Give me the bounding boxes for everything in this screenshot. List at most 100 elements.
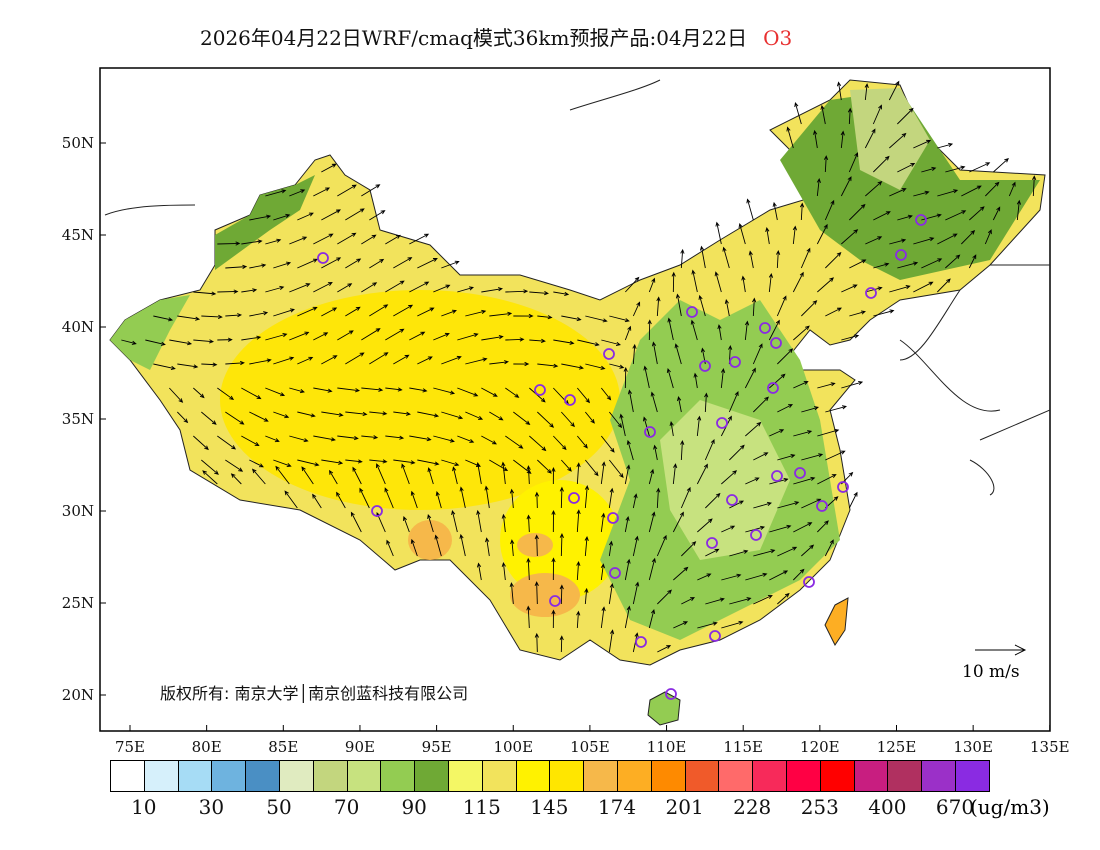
wind-arrow (600, 563, 606, 581)
wind-arrow (705, 548, 720, 557)
wind-arrow (921, 258, 943, 269)
wind-arrow (345, 459, 363, 464)
wind-arrow (393, 411, 411, 416)
lon-tick-label: 115E (723, 738, 763, 756)
wind-arrow (799, 202, 805, 221)
wind-arrow (753, 501, 772, 509)
station-marker (607, 512, 619, 524)
wind-arrow (337, 184, 357, 197)
wind-arrow (969, 162, 991, 173)
wind-arrow (897, 163, 916, 173)
wind-arrow (650, 391, 658, 413)
colorbar-swatch (719, 761, 754, 791)
wind-arrow (642, 416, 650, 437)
wind-arrow (624, 515, 630, 533)
wind-arrow (840, 176, 852, 197)
wind-arrow (600, 461, 606, 485)
wind-arrow (889, 238, 907, 245)
wind-arrow (601, 339, 621, 346)
wind-arrow (608, 582, 614, 605)
wind-arrow (273, 411, 290, 419)
wind-arrow (481, 435, 497, 445)
wind-arrow (501, 513, 506, 533)
wind-arrow (537, 411, 555, 428)
wind-arrow (776, 295, 787, 317)
wind-arrow (816, 177, 821, 197)
coastlines (104, 79, 1050, 496)
wind-arrow (651, 341, 658, 365)
wind-arrow (608, 540, 614, 557)
colorbar-label: 50 (266, 795, 292, 819)
wind-arrow (648, 608, 656, 629)
wind-arrow (417, 356, 433, 365)
wind-arrow (632, 535, 639, 557)
wind-arrow (321, 355, 338, 365)
wind-arrow (489, 411, 504, 421)
station-marker (699, 360, 711, 372)
wind-arrow (337, 387, 361, 393)
wind-arrow (777, 454, 796, 461)
wind-arrow (534, 581, 539, 605)
wind-arrow (937, 189, 959, 197)
wind-arrow (657, 589, 672, 605)
wind-arrow (534, 632, 539, 653)
wind-arrow (513, 459, 532, 474)
wind-arrow (409, 331, 426, 341)
wind-arrow (241, 387, 262, 400)
wind-arrow (865, 286, 883, 293)
wind-arrow (897, 107, 914, 125)
wind-arrow (897, 214, 913, 221)
wind-arrow (632, 493, 638, 509)
wind-arrow (273, 356, 295, 365)
wind-arrow (337, 330, 354, 341)
wind-arrow (680, 440, 685, 461)
wind-arrow (457, 435, 475, 443)
wind-arrow (376, 463, 386, 485)
wind-arrow (913, 139, 932, 149)
wind-arrow (441, 260, 460, 269)
station-marker (729, 356, 741, 368)
wind-arrow (608, 411, 623, 429)
wind-arrow (632, 581, 640, 605)
colorbar-swatch (617, 761, 652, 791)
wind-arrow (409, 387, 428, 393)
wind-arrow (674, 343, 682, 365)
lat-tick-label: 30N (62, 502, 94, 520)
wind-arrow (459, 533, 466, 557)
wind-arrow (526, 514, 531, 533)
wind-arrow (417, 411, 440, 418)
wind-arrow (729, 549, 749, 557)
wind-arrow (417, 459, 440, 466)
wind-arrow (753, 452, 769, 461)
colorbar-label: 115 (462, 795, 501, 819)
colorbar-swatch (178, 761, 213, 791)
lon-tick-label: 125E (877, 738, 917, 756)
station-marker (609, 567, 621, 579)
wind-arrow (680, 248, 685, 269)
copyright-text: 版权所有: 南京大学│南京创蓝科技有限公司 (160, 684, 469, 703)
wind-arrow (484, 485, 490, 509)
wind-arrow (313, 282, 333, 293)
colorbar-label: 30 (198, 795, 225, 819)
wind-arrow (193, 387, 205, 399)
west-green-zone (110, 295, 190, 370)
wind-arrow (729, 500, 745, 509)
colorbar-swatch (820, 761, 855, 791)
wind-arrow (576, 387, 591, 404)
wind-arrow (813, 129, 818, 149)
station-marker (759, 322, 771, 334)
wind-arrow (753, 595, 773, 605)
wind-arrow (393, 459, 416, 465)
wind-arrow (202, 470, 218, 485)
wind-arrow (576, 610, 581, 629)
wind-arrow (249, 263, 267, 269)
wind-arrow (526, 557, 531, 581)
wind-arrow (551, 557, 556, 581)
wind-arrow (817, 474, 837, 485)
lon-tick-label: 135E (1030, 738, 1070, 756)
wind-arrow (721, 620, 744, 629)
wind-arrow (369, 304, 389, 317)
wind-arrow (724, 298, 730, 317)
wind-arrow (752, 343, 763, 365)
wind-arrow (792, 225, 797, 245)
